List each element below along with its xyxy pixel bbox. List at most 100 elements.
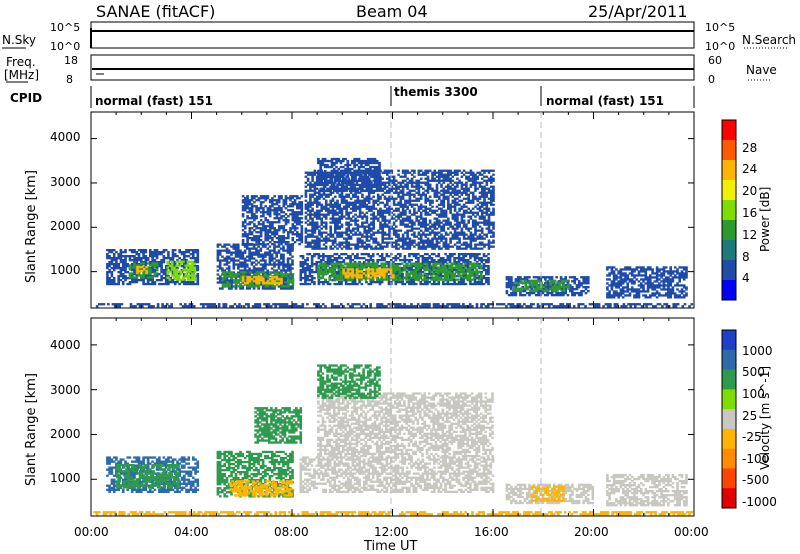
power-cell (386, 225, 389, 228)
power-cell (462, 231, 466, 234)
power-cell (133, 279, 136, 282)
power-cell (306, 223, 310, 226)
power-cell (431, 199, 434, 202)
power-cell (440, 183, 443, 186)
power-cell (262, 241, 265, 244)
power-cell (371, 274, 375, 277)
power-cell (278, 273, 281, 276)
power-cell (133, 273, 136, 276)
power-cell (451, 271, 454, 274)
power-cell (403, 259, 407, 262)
power-cell (250, 213, 254, 216)
power-cell (282, 227, 286, 230)
power-cell (348, 278, 352, 281)
power-cell (386, 219, 389, 222)
power-cell (449, 171, 452, 174)
power-cell (340, 247, 344, 250)
power-cell (349, 271, 352, 274)
power-cell (311, 219, 314, 222)
power-cell (386, 207, 389, 210)
power-cell (336, 203, 339, 206)
power-cell (234, 285, 238, 288)
power-cell (347, 205, 351, 208)
power-cell (458, 233, 461, 236)
power-cell (367, 193, 371, 196)
power-cell (232, 243, 236, 246)
power-cell (425, 278, 429, 281)
power-cell (334, 179, 337, 182)
power-cell (259, 207, 263, 210)
power-cell (388, 207, 391, 210)
power-cell (349, 223, 353, 226)
power-cell (467, 221, 470, 224)
power-cell (442, 245, 446, 248)
power-cell (320, 217, 323, 220)
power-cell (271, 223, 274, 226)
power-cell (244, 209, 247, 212)
power-cell (392, 209, 396, 212)
power-cell (323, 262, 327, 265)
power-cell (266, 273, 269, 276)
power-cell (374, 183, 378, 186)
power-cell (482, 259, 486, 262)
power-cell (417, 199, 421, 202)
power-cell (273, 247, 276, 250)
power-cell (255, 278, 258, 281)
power-cell (151, 276, 154, 279)
power-cell (345, 221, 348, 224)
power-cell (354, 221, 357, 224)
power-cell (155, 262, 159, 265)
power-cell (291, 209, 295, 212)
power-cell (228, 285, 231, 288)
power-cell (319, 276, 322, 279)
power-cell (430, 270, 433, 273)
power-cell (432, 278, 435, 281)
power-cell (262, 215, 265, 218)
power-cell (485, 281, 488, 284)
power-cell (257, 239, 261, 242)
power-cell (313, 221, 317, 224)
power-cell (438, 173, 441, 176)
power-cell (275, 217, 279, 220)
power-cell (456, 211, 459, 214)
power-cell (423, 276, 426, 279)
power-cell (268, 237, 272, 240)
power-cell (259, 235, 263, 238)
power-cell (328, 263, 332, 266)
power-cell (349, 201, 353, 204)
power-cell (410, 229, 414, 232)
power-cell (440, 235, 443, 238)
power-cell (379, 181, 382, 184)
power-cell (176, 255, 179, 258)
power-cell (388, 179, 391, 182)
power-cell (372, 213, 375, 216)
power-cell (415, 219, 418, 222)
power-cell (237, 259, 240, 262)
power-cell (306, 265, 309, 268)
power-cell (335, 253, 339, 256)
power-cell (419, 223, 423, 226)
power-cell (160, 261, 163, 264)
power-cell (452, 274, 456, 277)
power-cell (346, 270, 350, 273)
power-cell (315, 263, 318, 266)
power-cell (434, 268, 438, 271)
power-cell (442, 223, 446, 226)
power-cell (299, 255, 303, 258)
power-cell (110, 251, 114, 254)
power-cell (264, 227, 267, 230)
power-cell (262, 197, 265, 200)
power-cell (426, 189, 430, 192)
power-cell (354, 199, 357, 202)
power-cell (257, 245, 260, 248)
power-cell (386, 199, 389, 202)
power-cell (343, 245, 346, 248)
power-cell (462, 267, 465, 270)
power-cell (280, 197, 283, 200)
power-cell (330, 270, 334, 273)
power-cell (376, 231, 380, 234)
xaxis-label: Time UT (364, 539, 418, 554)
power-cell (112, 255, 116, 258)
power-cell (479, 272, 483, 275)
power-cell (358, 175, 362, 178)
